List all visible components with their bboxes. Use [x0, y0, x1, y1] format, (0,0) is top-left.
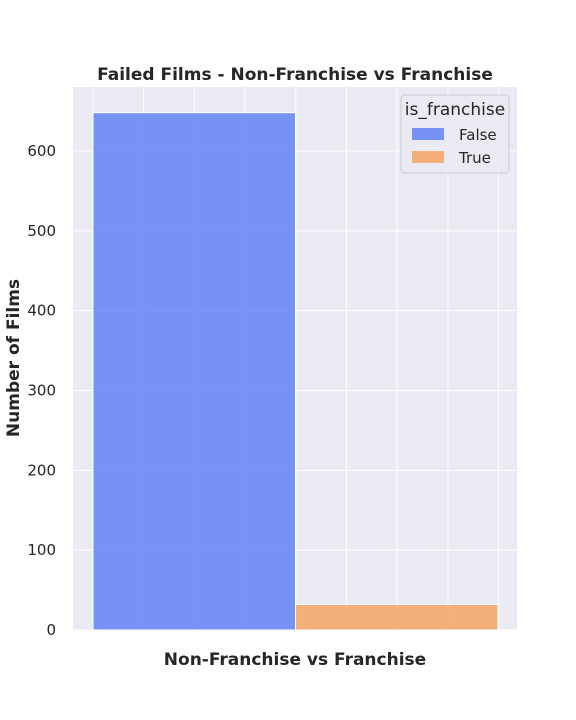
- bars: [92, 112, 499, 631]
- legend-swatch-false: [412, 128, 444, 140]
- y-tick-label: 500: [27, 222, 56, 240]
- chart-title: Failed Films - Non-Franchise vs Franchis…: [97, 65, 493, 85]
- bar-false: [92, 112, 296, 631]
- legend: is_franchise False True: [400, 94, 510, 174]
- y-tick-label: 600: [27, 142, 56, 160]
- legend-label-false: False: [459, 126, 497, 144]
- y-tick-label: 300: [27, 382, 56, 400]
- y-tick-label: 400: [27, 302, 56, 320]
- y-tick-label: 200: [27, 461, 56, 479]
- y-tick-label: 100: [27, 541, 56, 559]
- x-axis-label: Non-Franchise vs Franchise: [164, 650, 426, 670]
- y-axis-label: Number of Films: [4, 279, 24, 437]
- bar-true: [295, 603, 499, 631]
- legend-label-true: True: [458, 149, 491, 167]
- y-tick-label: 0: [46, 621, 56, 639]
- legend-swatch-true: [412, 151, 444, 163]
- legend-title: is_franchise: [405, 100, 505, 120]
- y-axis-ticks: 0 100 200 300 400 500 600: [27, 142, 56, 639]
